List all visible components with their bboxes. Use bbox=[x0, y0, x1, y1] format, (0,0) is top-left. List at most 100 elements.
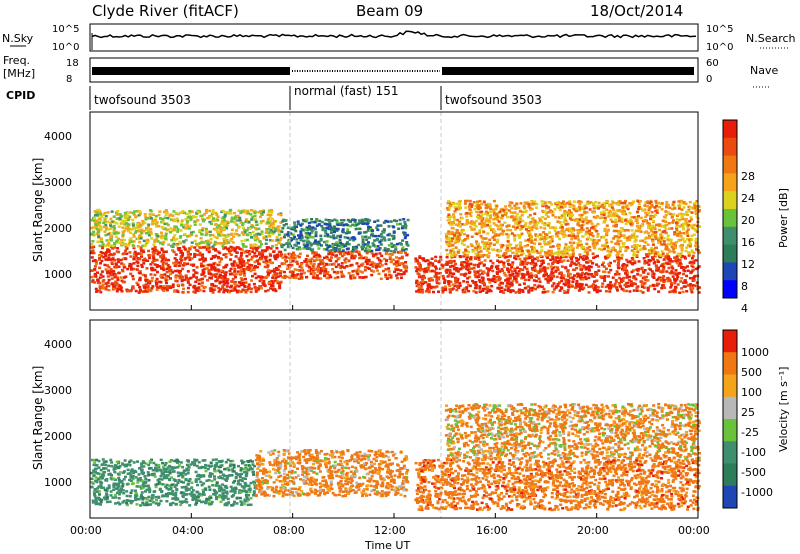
data-point bbox=[380, 264, 384, 267]
data-point bbox=[162, 235, 166, 238]
data-point bbox=[358, 227, 362, 231]
data-point bbox=[96, 278, 100, 281]
data-point bbox=[604, 290, 608, 293]
data-point bbox=[564, 283, 567, 287]
data-point bbox=[361, 238, 365, 241]
data-point bbox=[223, 219, 227, 223]
data-point bbox=[312, 266, 316, 269]
data-point bbox=[113, 283, 117, 286]
data-point bbox=[472, 201, 476, 204]
data-point bbox=[145, 288, 149, 291]
data-point bbox=[622, 234, 626, 237]
data-point bbox=[428, 261, 432, 264]
data-point bbox=[361, 276, 365, 279]
data-point bbox=[488, 281, 492, 284]
data-point bbox=[165, 228, 169, 232]
data-point bbox=[309, 267, 313, 271]
data-point bbox=[453, 255, 457, 258]
data-point bbox=[551, 226, 555, 229]
data-point bbox=[655, 201, 659, 205]
data-point bbox=[465, 222, 469, 226]
data-point bbox=[356, 268, 360, 271]
data-point bbox=[668, 259, 672, 263]
data-point bbox=[353, 247, 357, 250]
data-point bbox=[654, 253, 658, 257]
data-point bbox=[357, 253, 361, 256]
power-scatter bbox=[90, 199, 701, 294]
data-point bbox=[473, 273, 477, 277]
data-point bbox=[256, 232, 260, 236]
data-point bbox=[465, 254, 469, 257]
data-point bbox=[156, 234, 160, 238]
data-point bbox=[585, 231, 589, 234]
data-point bbox=[399, 276, 403, 279]
data-point bbox=[109, 236, 113, 239]
data-point bbox=[395, 260, 399, 263]
data-point bbox=[540, 263, 544, 266]
data-point bbox=[437, 290, 440, 293]
data-point bbox=[548, 251, 552, 254]
data-point bbox=[336, 270, 340, 274]
data-point bbox=[300, 236, 304, 239]
data-point bbox=[196, 244, 199, 247]
data-point bbox=[378, 240, 382, 244]
data-point bbox=[403, 231, 407, 235]
data-point bbox=[517, 290, 521, 293]
data-point bbox=[686, 284, 690, 287]
data-point bbox=[360, 245, 364, 249]
data-point bbox=[446, 253, 449, 256]
data-point bbox=[453, 210, 457, 213]
data-point bbox=[367, 225, 371, 229]
data-point bbox=[324, 267, 328, 271]
data-point bbox=[208, 220, 212, 224]
data-point bbox=[483, 259, 487, 262]
data-point bbox=[560, 265, 564, 268]
data-point bbox=[392, 258, 395, 262]
data-point bbox=[415, 259, 419, 262]
data-point bbox=[499, 208, 503, 211]
data-point bbox=[682, 285, 686, 288]
data-point bbox=[308, 235, 312, 239]
nsearch-label: N.Search bbox=[746, 32, 796, 45]
data-point bbox=[533, 283, 537, 287]
data-point bbox=[441, 274, 445, 278]
data-point bbox=[598, 289, 602, 293]
data-point bbox=[230, 219, 234, 222]
data-point bbox=[128, 238, 132, 242]
data-point bbox=[297, 242, 301, 245]
data-point bbox=[417, 262, 421, 265]
data-point bbox=[526, 256, 530, 260]
data-point bbox=[524, 228, 528, 231]
data-point bbox=[568, 248, 572, 252]
data-point bbox=[543, 290, 547, 294]
data-point bbox=[447, 244, 451, 248]
data-point bbox=[466, 245, 470, 248]
data-point bbox=[572, 207, 576, 211]
data-point bbox=[588, 245, 592, 249]
data-point bbox=[142, 250, 146, 254]
data-point bbox=[478, 222, 482, 225]
data-point bbox=[275, 255, 279, 259]
data-point bbox=[516, 266, 519, 269]
data-point bbox=[403, 233, 406, 236]
data-point bbox=[697, 291, 701, 294]
data-point bbox=[226, 234, 230, 238]
data-point bbox=[655, 269, 659, 272]
data-point bbox=[592, 246, 596, 249]
data-point bbox=[500, 268, 504, 271]
data-point bbox=[661, 230, 665, 234]
data-point bbox=[684, 217, 688, 221]
data-point bbox=[523, 201, 527, 204]
data-point bbox=[589, 201, 593, 204]
data-point bbox=[175, 244, 179, 247]
data-point bbox=[293, 257, 297, 260]
data-point bbox=[596, 222, 600, 226]
data-point bbox=[626, 271, 629, 274]
data-point bbox=[557, 247, 561, 250]
data-point bbox=[211, 291, 215, 294]
data-point bbox=[203, 257, 207, 260]
data-point bbox=[560, 226, 564, 229]
data-point bbox=[149, 231, 153, 234]
data-point bbox=[229, 249, 233, 253]
data-point bbox=[161, 226, 165, 230]
